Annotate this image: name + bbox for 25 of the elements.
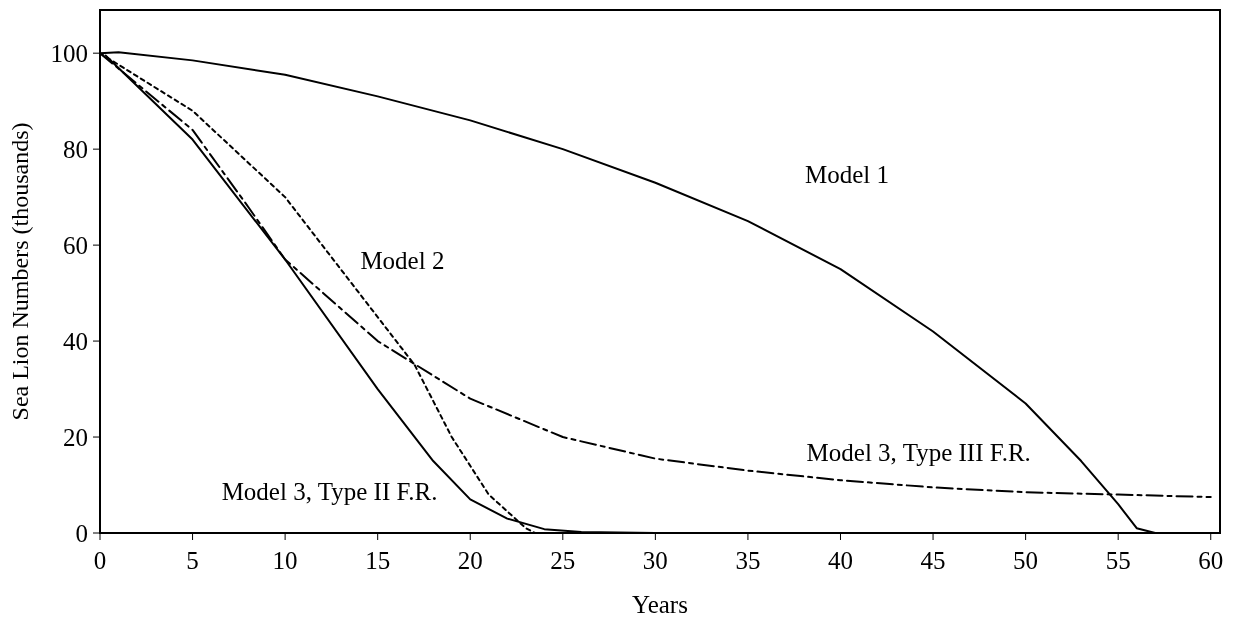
x-tick-label: 30: [642, 547, 668, 574]
series-label: Model 2: [360, 246, 445, 274]
y-tick-label: 20: [63, 423, 88, 451]
x-tick-label: 60: [1198, 547, 1224, 574]
y-tick-label: 100: [50, 39, 88, 67]
y-axis-title: Sea Lion Numbers (thousands): [7, 122, 33, 421]
x-tick-label: 20: [457, 547, 483, 574]
text: Model 1: [805, 161, 890, 189]
x-tick-label: 55: [1105, 547, 1131, 574]
x-tick-label: 0: [93, 547, 107, 574]
y-tick-label: 40: [63, 327, 88, 355]
x-tick-label: 5: [186, 547, 199, 574]
x-axis-title: Years: [632, 591, 688, 618]
series-label: Model 3, Type III F.R.: [806, 438, 1031, 466]
x-tick-label: 15: [365, 547, 391, 574]
x-tick-label: 10: [272, 547, 298, 574]
x-tick-label: 25: [550, 547, 576, 574]
x-tick-label: 50: [1013, 547, 1039, 574]
x-tick-label: 45: [920, 547, 946, 574]
y-tick-label: 80: [63, 135, 88, 163]
series-label: Model 3, Type II F.R.: [221, 477, 438, 505]
x-tick-label: 40: [828, 547, 853, 574]
y-tick-label: 0: [75, 519, 88, 547]
x-tick-label: 35: [735, 547, 761, 574]
y-tick-label: 60: [63, 231, 88, 259]
